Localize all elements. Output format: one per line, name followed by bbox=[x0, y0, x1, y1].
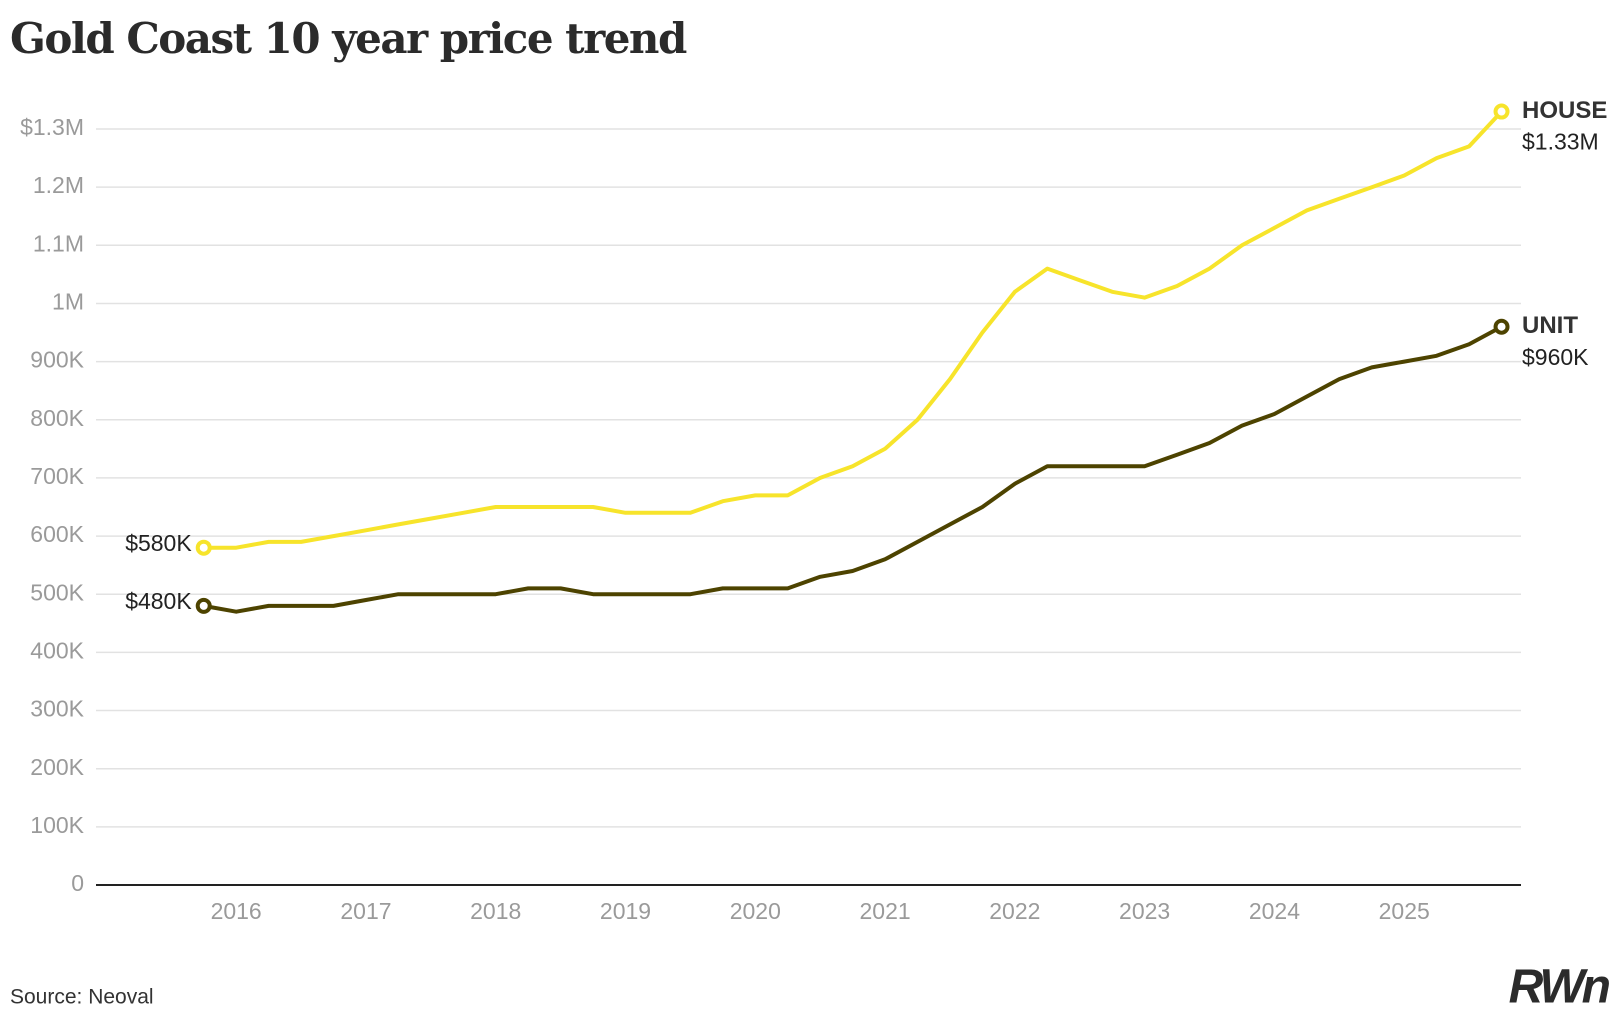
x-tick-label: 2018 bbox=[470, 898, 521, 924]
y-tick-label: 400K bbox=[30, 637, 84, 663]
y-tick-label: 0 bbox=[71, 870, 84, 896]
logo: RWn bbox=[1509, 961, 1610, 1014]
end-marker bbox=[1493, 103, 1510, 120]
value-label: $1.33M bbox=[1522, 129, 1599, 155]
end-marker bbox=[1493, 318, 1510, 335]
y-tick-label: 200K bbox=[30, 754, 84, 780]
series-name: HOUSE bbox=[1522, 97, 1607, 124]
y-tick-label: 1.2M bbox=[33, 172, 84, 198]
x-tick-label: 2021 bbox=[859, 898, 910, 924]
x-tick-label: 2025 bbox=[1379, 898, 1430, 924]
x-tick-label: 2017 bbox=[340, 898, 391, 924]
y-tick-label: 1M bbox=[52, 289, 84, 315]
y-tick-label: 800K bbox=[30, 405, 84, 431]
y-tick-label: $1.3M bbox=[20, 114, 84, 140]
source: Source: Neoval bbox=[10, 986, 154, 1009]
series-name: UNIT bbox=[1522, 312, 1578, 339]
x-tick-label: 2020 bbox=[730, 898, 781, 924]
value-label: $960K bbox=[1522, 344, 1589, 370]
y-tick-label: 300K bbox=[30, 696, 84, 722]
series-line bbox=[203, 110, 1503, 550]
y-tick-label: 100K bbox=[30, 812, 84, 838]
x-tick-label: 2023 bbox=[1119, 898, 1170, 924]
end-marker bbox=[195, 597, 212, 614]
x-tick-label: 2024 bbox=[1249, 898, 1300, 924]
value-label: $580K bbox=[125, 530, 192, 556]
chart-title: Gold Coast 10 year price trend bbox=[10, 14, 687, 63]
x-tick-label: 2022 bbox=[989, 898, 1040, 924]
y-tick-label: 500K bbox=[30, 579, 84, 605]
y-tick-label: 900K bbox=[30, 347, 84, 373]
y-tick-label: 700K bbox=[30, 463, 84, 489]
y-tick-label: 600K bbox=[30, 521, 84, 547]
y-tick-label: 1.1M bbox=[33, 230, 84, 256]
x-tick-label: 2016 bbox=[211, 898, 262, 924]
value-label: $480K bbox=[125, 588, 192, 614]
series-line bbox=[203, 324, 1503, 614]
end-marker bbox=[195, 539, 212, 556]
x-tick-label: 2019 bbox=[600, 898, 651, 924]
